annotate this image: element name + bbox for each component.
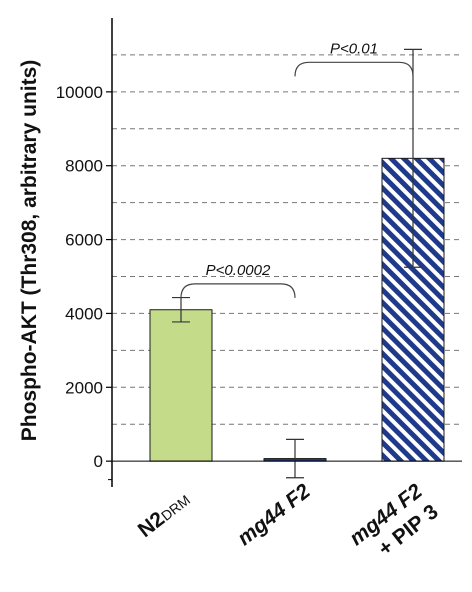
svg-text:N2DRM: N2DRM	[134, 488, 194, 542]
bars	[149, 48, 445, 479]
category-labels: N2DRM mg44 F2 mg44 F2+ PIP 3	[134, 479, 443, 560]
significance-bracket	[294, 61, 414, 77]
y-tick-labels: 0 2000 4000 6000 8000 10000	[56, 83, 112, 481]
y-tick-label: 10000	[56, 83, 103, 102]
y-tick-label: 4000	[65, 304, 103, 323]
p-value-label: P<0.01	[330, 40, 378, 57]
y-tick-label: 8000	[65, 157, 103, 176]
category-label: mg44 F2+ PIP 3	[345, 479, 442, 560]
p-value-label: P<0.0002	[206, 262, 271, 279]
category-label: mg44 F2	[233, 479, 315, 550]
y-tick-label: 0	[94, 452, 103, 471]
significance-annotations: P<0.0002 P<0.01	[180, 40, 414, 298]
category-label: N2DRM	[134, 488, 194, 542]
axes	[111, 18, 462, 487]
y-tick-label: 2000	[65, 378, 103, 397]
svg-text:mg44 F2: mg44 F2	[233, 479, 315, 550]
y-axis-label: Phospho-AKT (Thr308, arbitrary units)	[18, 60, 41, 442]
significance-bracket	[180, 283, 296, 298]
y-tick-label: 6000	[65, 231, 103, 250]
bar	[149, 309, 213, 462]
